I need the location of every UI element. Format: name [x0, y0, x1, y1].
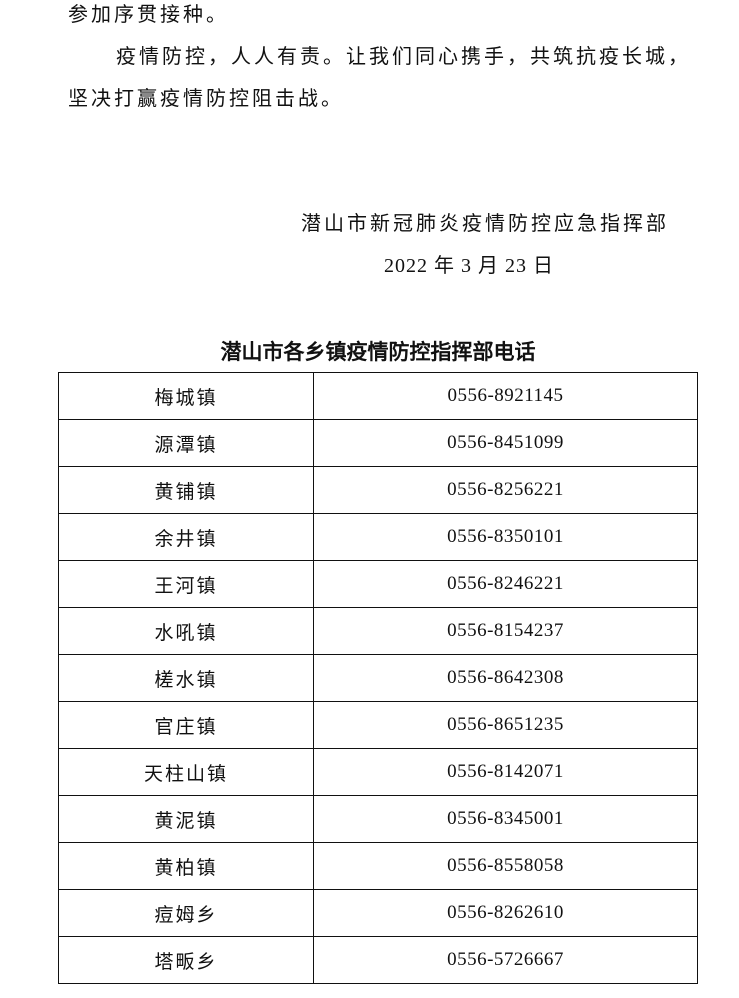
table-row: 黄柏镇 0556-8558058	[58, 842, 698, 890]
phone-number: 0556-8246221	[313, 560, 698, 608]
paragraph-line: 坚决打赢疫情防控阻击战。	[68, 88, 344, 110]
table-row: 王河镇 0556-8246221	[58, 560, 698, 608]
table-row: 余井镇 0556-8350101	[58, 513, 698, 561]
town-name: 天柱山镇	[58, 748, 314, 796]
phone-number: 0556-8451099	[313, 419, 698, 467]
phone-number: 0556-8262610	[313, 889, 698, 937]
phone-number: 0556-8154237	[313, 607, 698, 655]
phone-table: 梅城镇 0556-8921145 源潭镇 0556-8451099 黄铺镇 0556-82…	[58, 372, 698, 984]
table-row: 槎水镇 0556-8642308	[58, 654, 698, 702]
town-name: 痘姆乡	[58, 889, 314, 937]
town-name: 黄柏镇	[58, 842, 314, 890]
town-name: 塔畈乡	[58, 936, 314, 984]
paragraph-line: 参加序贯接种。	[68, 4, 229, 26]
paragraph-line: 疫情防控，人人有责。让我们同心携手，共筑抗疫长城，	[116, 46, 691, 68]
phone-number: 0556-8350101	[313, 513, 698, 561]
table-row: 源潭镇 0556-8451099	[58, 419, 698, 467]
table-row: 黄泥镇 0556-8345001	[58, 795, 698, 843]
table-row: 官庄镇 0556-8651235	[58, 701, 698, 749]
date: 2022 年 3 月 23 日	[384, 255, 554, 277]
town-name: 梅城镇	[58, 372, 314, 420]
phone-number: 0556-5726667	[313, 936, 698, 984]
phone-number: 0556-8345001	[313, 795, 698, 843]
phone-number: 0556-8256221	[313, 466, 698, 514]
phone-number: 0556-8142071	[313, 748, 698, 796]
table-row: 塔畈乡 0556-5726667	[58, 936, 698, 984]
town-name: 王河镇	[58, 560, 314, 608]
town-name: 官庄镇	[58, 701, 314, 749]
town-name: 黄泥镇	[58, 795, 314, 843]
town-name: 源潭镇	[58, 419, 314, 467]
phone-number: 0556-8651235	[313, 701, 698, 749]
table-row: 梅城镇 0556-8921145	[58, 372, 698, 420]
table-title: 潜山市各乡镇疫情防控指挥部电话	[220, 340, 536, 364]
table-row: 黄铺镇 0556-8256221	[58, 466, 698, 514]
town-name: 黄铺镇	[58, 466, 314, 514]
town-name: 槎水镇	[58, 654, 314, 702]
phone-number: 0556-8921145	[313, 372, 698, 420]
table-row: 天柱山镇 0556-8142071	[58, 748, 698, 796]
town-name: 余井镇	[58, 513, 314, 561]
phone-number: 0556-8558058	[313, 842, 698, 890]
signature: 潜山市新冠肺炎疫情防控应急指挥部	[301, 213, 669, 235]
town-name: 水吼镇	[58, 607, 314, 655]
table-row: 水吼镇 0556-8154237	[58, 607, 698, 655]
phone-number: 0556-8642308	[313, 654, 698, 702]
table-row: 痘姆乡 0556-8262610	[58, 889, 698, 937]
